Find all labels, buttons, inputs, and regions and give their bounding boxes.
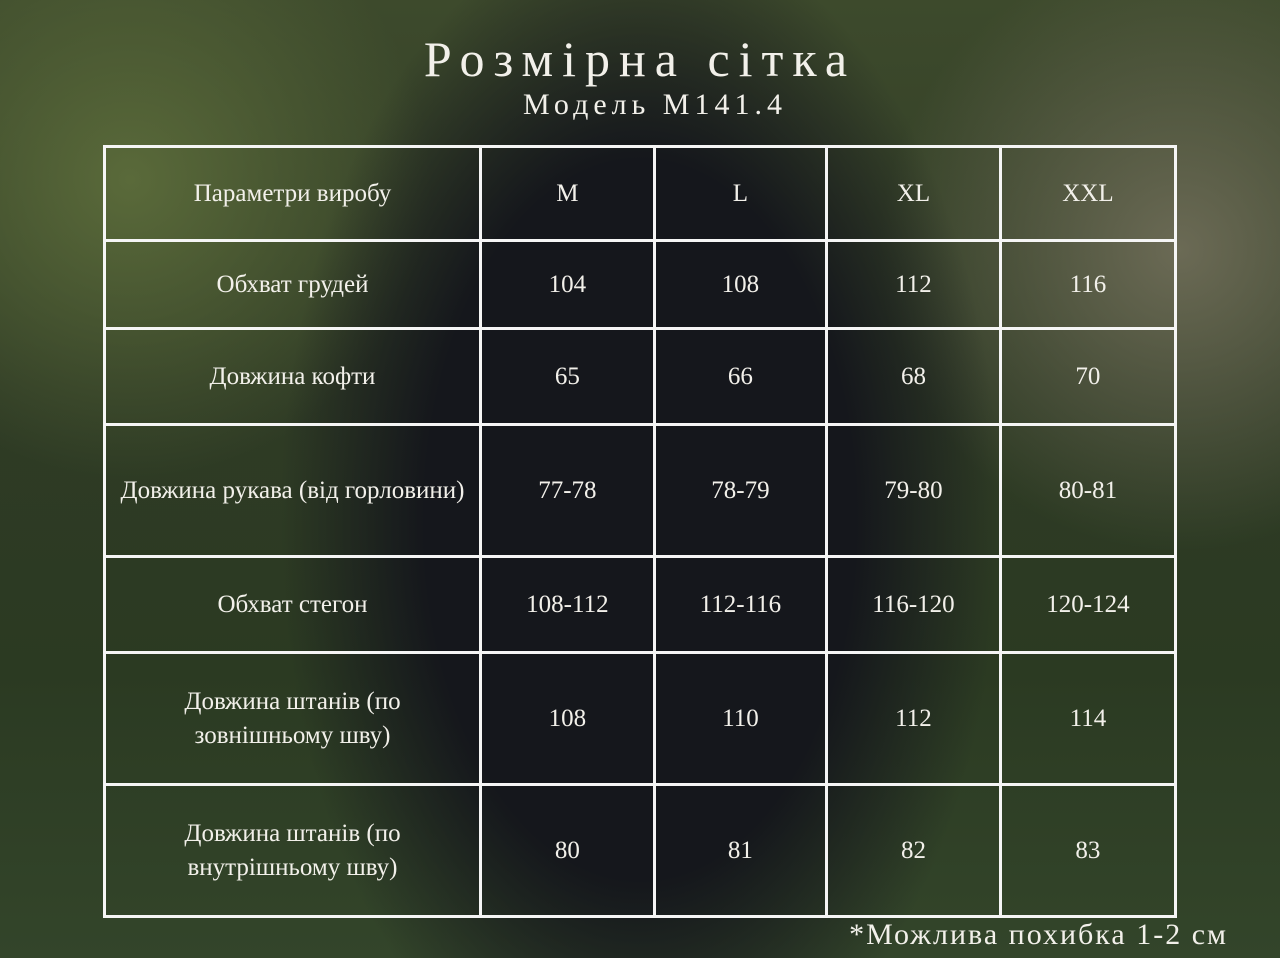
header-cell: M bbox=[479, 145, 656, 242]
value-cell: 70 bbox=[998, 327, 1178, 426]
table-row: Обхват грудей 104 108 112 116 bbox=[103, 239, 1178, 330]
page-title: Розмірна сітка bbox=[423, 31, 857, 87]
value-cell: 112-116 bbox=[652, 555, 829, 654]
param-cell: Довжина штанів (по зовнішньому шву) bbox=[103, 651, 482, 786]
value-cell: 116-120 bbox=[825, 555, 1002, 654]
value-cell: 80 bbox=[479, 783, 656, 918]
value-cell: 110 bbox=[652, 651, 829, 786]
value-cell: 82 bbox=[825, 783, 1002, 918]
param-cell: Довжина штанів (по внутрішньому шву) bbox=[103, 783, 482, 918]
value-cell: 116 bbox=[998, 239, 1178, 330]
table-row: Обхват стегон 108-112 112-116 116-120 12… bbox=[103, 555, 1178, 654]
table-row: Довжина рукава (від горловини) 77-78 78-… bbox=[103, 423, 1178, 558]
value-cell: 114 bbox=[998, 651, 1178, 786]
table-row: Довжина штанів (по внутрішньому шву) 80 … bbox=[103, 783, 1178, 918]
param-cell: Довжина кофти bbox=[103, 327, 482, 426]
table-row: Довжина штанів (по зовнішньому шву) 108 … bbox=[103, 651, 1178, 786]
param-cell: Довжина рукава (від горловини) bbox=[103, 423, 482, 558]
table-row: Довжина кофти 65 66 68 70 bbox=[103, 327, 1178, 426]
value-cell: 78-79 bbox=[652, 423, 829, 558]
value-cell: 108 bbox=[479, 651, 656, 786]
size-table: Параметри виробу M L XL XXL Обхват груде… bbox=[103, 145, 1178, 918]
value-cell: 79-80 bbox=[825, 423, 1002, 558]
value-cell: 112 bbox=[825, 239, 1002, 330]
value-cell: 66 bbox=[652, 327, 829, 426]
value-cell: 80-81 bbox=[998, 423, 1178, 558]
value-cell: 81 bbox=[652, 783, 829, 918]
value-cell: 68 bbox=[825, 327, 1002, 426]
param-cell: Обхват грудей bbox=[103, 239, 482, 330]
value-cell: 112 bbox=[825, 651, 1002, 786]
model-subtitle: Модель M141.4 bbox=[523, 88, 787, 121]
header-cell: Параметри виробу bbox=[103, 145, 482, 242]
value-cell: 77-78 bbox=[479, 423, 656, 558]
value-cell: 83 bbox=[998, 783, 1178, 918]
value-cell: 108-112 bbox=[479, 555, 656, 654]
header-cell: L bbox=[652, 145, 829, 242]
table-header-row: Параметри виробу M L XL XXL bbox=[103, 145, 1178, 242]
tolerance-note: *Можлива похибка 1-2 см bbox=[849, 918, 1228, 951]
header-cell: XL bbox=[825, 145, 1002, 242]
value-cell: 65 bbox=[479, 327, 656, 426]
value-cell: 108 bbox=[652, 239, 829, 330]
value-cell: 104 bbox=[479, 239, 656, 330]
param-cell: Обхват стегон bbox=[103, 555, 482, 654]
value-cell: 120-124 bbox=[998, 555, 1178, 654]
header-cell: XXL bbox=[998, 145, 1178, 242]
